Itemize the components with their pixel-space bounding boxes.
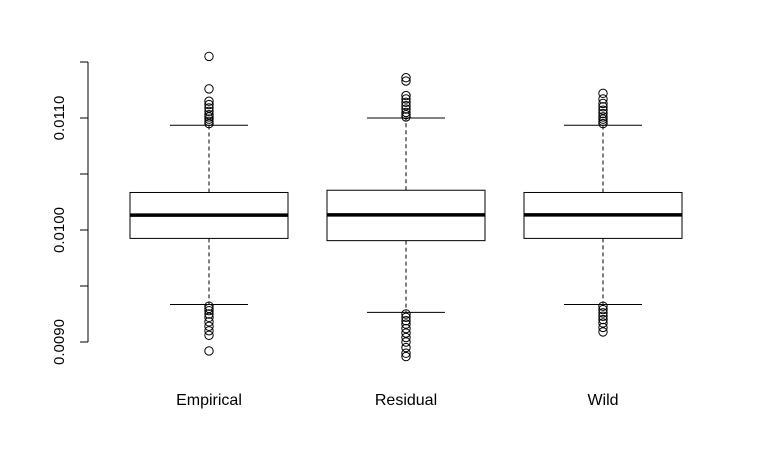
outlier-point bbox=[204, 326, 214, 336]
outlier-point bbox=[204, 114, 214, 124]
outlier-point bbox=[204, 317, 214, 327]
outlier-point bbox=[401, 100, 411, 111]
outlier-point bbox=[204, 303, 214, 314]
outlier-point bbox=[401, 332, 411, 343]
outlier-point bbox=[401, 72, 411, 83]
outlier-point bbox=[401, 97, 411, 108]
outlier-point bbox=[401, 328, 411, 338]
category-label-residual: Residual bbox=[375, 392, 437, 409]
outlier-point bbox=[401, 323, 411, 334]
box-group-residual bbox=[326, 72, 486, 362]
outlier-point bbox=[204, 346, 214, 356]
outlier-point bbox=[204, 312, 214, 323]
outlier-point bbox=[401, 319, 411, 329]
outlier-point bbox=[401, 112, 411, 122]
outlier-point bbox=[401, 348, 411, 358]
y-tick-label: 0.0110 bbox=[51, 96, 68, 141]
outlier-point bbox=[204, 118, 214, 129]
outlier-point bbox=[401, 107, 411, 118]
y-tick-label: 0.0090 bbox=[51, 319, 68, 365]
outlier-point bbox=[598, 308, 608, 318]
category-labels: Empirical Residual Wild bbox=[176, 392, 618, 409]
outlier-point bbox=[598, 108, 608, 119]
outlier-point bbox=[598, 311, 608, 321]
outlier-point bbox=[401, 109, 411, 120]
outlier-point bbox=[204, 106, 214, 116]
box-group-empirical bbox=[129, 51, 289, 356]
outlier-point bbox=[401, 76, 411, 86]
category-label-wild: Wild bbox=[587, 392, 618, 409]
outlier-point bbox=[204, 321, 214, 332]
box-group-wild bbox=[523, 88, 683, 337]
outlier-point bbox=[598, 314, 608, 325]
outlier-point bbox=[204, 99, 214, 110]
outlier-point bbox=[598, 114, 608, 124]
outlier-point bbox=[401, 104, 411, 114]
outlier-point bbox=[598, 88, 608, 99]
outlier-point bbox=[204, 96, 214, 106]
outlier-point bbox=[598, 102, 608, 112]
outlier-point bbox=[598, 301, 608, 311]
outlier-point bbox=[598, 304, 608, 315]
boxes bbox=[129, 51, 683, 362]
outlier-point bbox=[204, 51, 214, 62]
outlier-point bbox=[598, 94, 608, 104]
outlier-point bbox=[598, 98, 608, 109]
outlier-point bbox=[204, 330, 214, 340]
outlier-point bbox=[401, 316, 411, 326]
outlier-point bbox=[204, 116, 214, 127]
outlier-point bbox=[598, 118, 608, 129]
outlier-point bbox=[401, 309, 411, 319]
outlier-point bbox=[598, 105, 608, 115]
outlier-point bbox=[598, 322, 608, 333]
outlier-point bbox=[598, 318, 608, 328]
outlier-point bbox=[204, 103, 214, 113]
outlier-point bbox=[204, 305, 214, 316]
outlier-point bbox=[401, 351, 411, 362]
outlier-point bbox=[204, 109, 214, 120]
outlier-point bbox=[204, 309, 214, 319]
outlier-point bbox=[401, 337, 411, 347]
y-axis: 0.0090 0.0100 0.0110 bbox=[51, 61, 89, 365]
y-tick-label: 0.0100 bbox=[51, 207, 68, 253]
outlier-point bbox=[204, 301, 214, 311]
outlier-point bbox=[401, 312, 411, 323]
outlier-point bbox=[598, 116, 608, 127]
outlier-point bbox=[401, 342, 411, 353]
outlier-point bbox=[204, 112, 214, 122]
outlier-point bbox=[401, 90, 411, 101]
outlier-point bbox=[401, 94, 411, 104]
category-label-empirical: Empirical bbox=[176, 392, 242, 409]
outlier-point bbox=[598, 112, 608, 122]
outlier-point bbox=[204, 84, 214, 94]
outlier-point bbox=[598, 327, 608, 337]
